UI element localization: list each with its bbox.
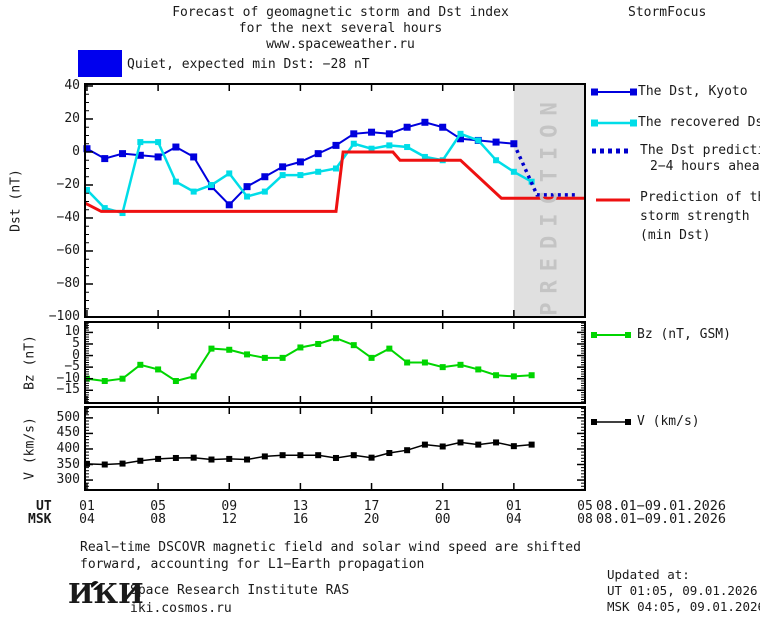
- brand-label: StormFocus: [628, 5, 707, 20]
- ytick-label: 0: [72, 143, 80, 159]
- storm-level-swatch: [78, 50, 122, 77]
- dst-axis-label: Dst (nT): [8, 169, 24, 232]
- xtick-ut: 21: [434, 499, 451, 514]
- date-range-ut: 08.01−09.01.2026: [596, 498, 727, 514]
- ytick-label: 40: [64, 77, 80, 93]
- ytick-label: −20: [56, 176, 80, 192]
- legend-swatch-prediction: [591, 146, 633, 156]
- legend-label-dst-kyoto: The Dst, Kyoto: [638, 84, 748, 99]
- ytick-label: −80: [56, 275, 80, 291]
- xtick-ut: 17: [363, 499, 380, 514]
- xtick-msk: 00: [434, 512, 451, 527]
- legend-label-prediction-1: The Dst prediction: [640, 143, 760, 158]
- legend-label-prediction-2: 2−4 hours ahead: [650, 159, 760, 174]
- ytick-label: 350: [56, 456, 80, 472]
- updated-ut: UT 01:05, 09.01.2026: [607, 583, 758, 598]
- caption-line-1: Real−time DSCOVR magnetic field and sola…: [80, 540, 581, 555]
- xtick-ut: 05: [577, 499, 593, 514]
- ytick-label: 20: [64, 110, 80, 126]
- xtick-msk: 08: [577, 512, 593, 527]
- updated-msk: MSK 04:05, 09.01.2026: [607, 599, 760, 614]
- legend-label-v: V (km/s): [637, 414, 700, 429]
- iki-logo: ИКИ: [68, 581, 144, 609]
- ytick-label: −40: [56, 209, 80, 225]
- legend-swatch-storm: [595, 195, 631, 205]
- msk-row-label: MSK: [28, 512, 52, 527]
- ut-row-label: UT: [36, 499, 52, 514]
- ytick-label: −60: [56, 242, 80, 258]
- xtick-msk: 16: [292, 512, 309, 527]
- xtick-msk: 20: [363, 512, 380, 527]
- ytick-label: −5: [64, 359, 80, 375]
- xtick-msk: 12: [221, 512, 238, 527]
- site-url: www.spaceweather.ru: [266, 37, 415, 52]
- ytick-label: 0: [72, 347, 80, 363]
- status-text: Quiet, expected min Dst: −28 nT: [127, 57, 370, 72]
- xtick-ut: 13: [292, 499, 309, 514]
- legend-label-storm-1: Prediction of the: [640, 190, 760, 205]
- xtick-msk: 04: [79, 512, 95, 527]
- legend-swatch-bz: [591, 330, 631, 340]
- xtick-ut: 01: [506, 499, 522, 514]
- ytick-label: −10: [56, 370, 80, 386]
- updated-label: Updated at:: [607, 567, 690, 582]
- xtick-msk: 08: [150, 512, 166, 527]
- page-title: Forecast of geomagnetic storm and Dst in…: [172, 5, 509, 20]
- legend-swatch-recovered: [591, 118, 637, 128]
- xtick-ut: 09: [221, 499, 238, 514]
- ytick-label: −15: [56, 382, 80, 398]
- iki-logo-text: ИКИ: [68, 579, 144, 610]
- xtick-ut: 05: [150, 499, 166, 514]
- org-site: iki.cosmos.ru: [130, 601, 232, 616]
- org-name: Space Research Institute RAS: [130, 583, 350, 598]
- xtick-ut: 01: [79, 499, 95, 514]
- page-subtitle: for the next several hours: [238, 21, 443, 36]
- ytick-label: 500: [56, 409, 80, 425]
- caption-line-2: forward, accounting for L1−Earth propaga…: [80, 557, 425, 572]
- legend-label-storm-3: (min Dst): [640, 228, 711, 243]
- legend-swatch-v: [591, 417, 631, 427]
- legend-swatch-dst-kyoto: [591, 87, 637, 97]
- ytick-label: 400: [56, 440, 80, 456]
- date-range-msk: 08.01−09.01.2026: [596, 511, 727, 527]
- iki-logo-satellite-icon: [91, 581, 100, 590]
- prediction-zone-label: PREDICTION: [537, 93, 563, 316]
- legend-label-storm-2: storm strength: [640, 209, 750, 224]
- legend-label-bz: Bz (nT, GSM): [637, 327, 731, 342]
- ytick-label: 300: [56, 472, 80, 488]
- xtick-msk: 04: [506, 512, 522, 527]
- ytick-label: −100: [48, 309, 80, 324]
- ytick-label: 5: [72, 335, 80, 351]
- legend-label-recovered: The recovered Dst: [638, 115, 760, 130]
- ytick-label: 10: [64, 324, 80, 340]
- v-axis-label: V (km/s): [22, 417, 38, 480]
- ytick-label: 450: [56, 425, 80, 441]
